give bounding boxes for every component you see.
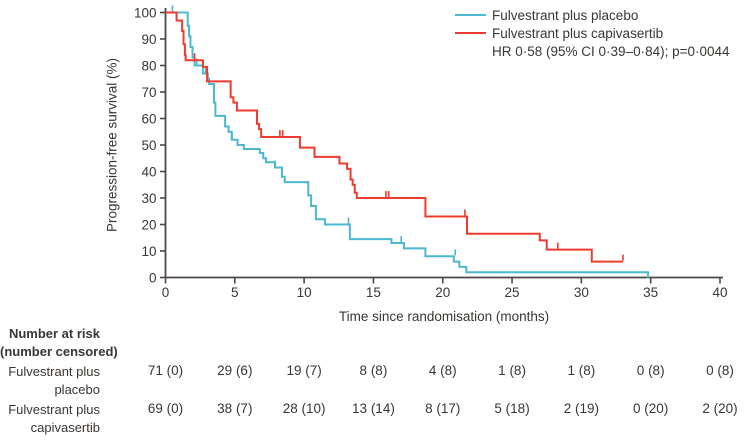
risk-table-header-line1: Number at risk [8, 326, 100, 341]
risk-row-placebo-label-line2: placebo [54, 382, 100, 397]
risk-value: 69 (0) [147, 401, 184, 416]
legend: Fulvestrant plus placebo Fulvestrant plu… [455, 6, 730, 60]
risk-value: 28 (10) [282, 401, 326, 416]
risk-row-capivasertib-label-line2: capivasertib [30, 420, 100, 435]
risk-value: 8 (17) [425, 401, 461, 416]
risk-value: 19 (7) [286, 363, 322, 378]
x-tick-label: 15 [366, 285, 381, 300]
legend-label-capivasertib: Fulvestrant plus capivasertib [492, 25, 664, 41]
capivasertib-line-swatch [455, 31, 486, 35]
km-chart: 0 10 20 30 40 50 60 70 80 90 100 0 5 10 15 20 25 30 35 40 [134, 5, 728, 300]
x-tick-label: 0 [162, 285, 170, 300]
risk-value: 0 (8) [706, 363, 734, 378]
y-axis-title: Progression-free survival (%) [104, 57, 120, 233]
x-axis-title: Time since randomisation (months) [338, 309, 550, 324]
y-tick-label: 70 [141, 85, 156, 100]
series-capivasertib [165, 11, 624, 263]
risk-value: 0 (8) [636, 363, 665, 378]
legend-label-placebo: Fulvestrant plus placebo [492, 7, 639, 23]
risk-value: 0 (20) [633, 401, 669, 416]
hr-annotation-row: HR 0·58 (95% CI 0·39–0·84); p=0·0044 [455, 42, 730, 60]
risk-row-placebo-label-line1: Fulvestrant plus [8, 364, 100, 379]
x-tick-label: 35 [643, 285, 658, 300]
y-tick-label: 50 [141, 138, 156, 153]
legend-item-capivasertib: Fulvestrant plus capivasertib [455, 24, 730, 42]
y-tick-label: 20 [141, 217, 156, 232]
risk-value: 2 (20) [702, 401, 738, 416]
axes: 0 10 20 30 40 50 60 70 80 90 100 0 5 10 15 20 25 30 35 40 [134, 5, 728, 300]
x-tick-label: 5 [231, 285, 239, 300]
y-tick-label: 10 [141, 244, 156, 259]
y-tick-label: 90 [141, 32, 156, 47]
hr-annotation: HR 0·58 (95% CI 0·39–0·84); p=0·0044 [492, 43, 730, 59]
placebo-line-swatch [455, 13, 486, 17]
risk-value: 1 (8) [498, 363, 526, 378]
risk-value: 29 (6) [217, 363, 253, 378]
y-tick-label: 40 [141, 164, 156, 179]
x-tick-label: 25 [505, 285, 520, 300]
risk-value: 5 (18) [494, 401, 530, 416]
x-tick-label: 30 [574, 285, 589, 300]
y-tick-label: 60 [141, 111, 156, 126]
risk-value: 1 (8) [567, 363, 596, 378]
x-tick-label: 10 [297, 285, 312, 300]
risk-value: 71 (0) [147, 363, 184, 378]
x-tick-label: 40 [712, 285, 727, 300]
y-tick-label: 0 [149, 270, 157, 285]
x-tick-label: 20 [435, 285, 450, 300]
y-tick-label: 30 [141, 191, 156, 206]
risk-value: 8 (8) [359, 363, 388, 378]
km-curve [165, 11, 623, 263]
risk-value: 4 (8) [428, 363, 457, 378]
y-tick-label: 100 [134, 5, 157, 20]
risk-table-header-line2: (number censored) [0, 344, 118, 359]
risk-value: 38 (7) [217, 401, 253, 416]
y-tick-label: 80 [141, 58, 156, 73]
risk-row-capivasertib-label-line1: Fulvestrant plus [8, 402, 100, 417]
risk-value: 13 (14) [352, 401, 395, 416]
risk-value: 2 (19) [563, 401, 600, 416]
legend-item-placebo: Fulvestrant plus placebo [455, 6, 730, 24]
